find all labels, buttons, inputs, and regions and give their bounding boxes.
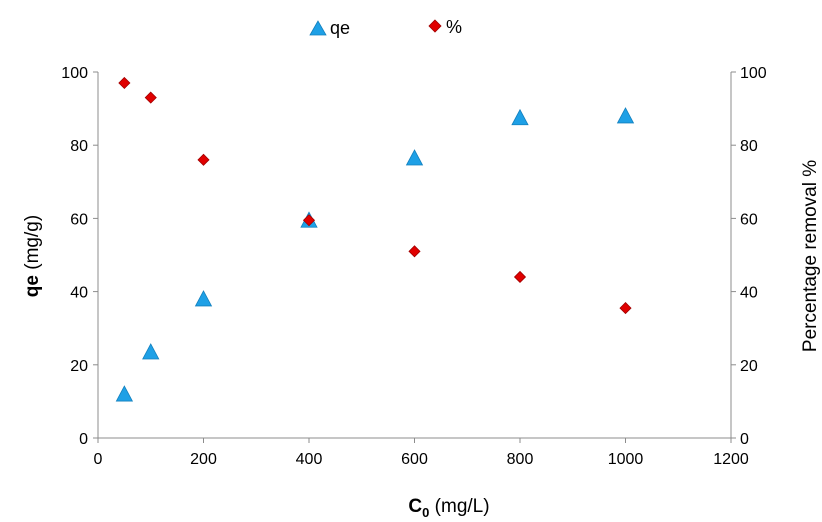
qe-point (405, 149, 424, 166)
legend: qe % (309, 17, 462, 38)
percent-point (619, 302, 632, 315)
series-qe (115, 107, 635, 402)
legend-marker-qe (309, 20, 327, 36)
left-y-axis-title-bold: qe (22, 275, 43, 297)
x-axis-title-units: (mg/L) (429, 496, 489, 517)
percent-point (144, 91, 157, 104)
x-tick-label: 1000 (608, 451, 644, 468)
x-axis-title-subscript: 0 (422, 505, 429, 520)
percent-point (197, 153, 210, 166)
x-tick-label: 600 (401, 451, 428, 468)
left-y-tick-label: 100 (61, 65, 88, 82)
legend-label-qe: qe (330, 18, 350, 38)
left-y-tick-label: 80 (70, 138, 88, 155)
x-tick-label: 800 (507, 451, 534, 468)
qe-point (194, 290, 213, 307)
qe-point (616, 107, 635, 124)
qe-point (511, 108, 529, 126)
legend-item-percent: % (428, 17, 462, 37)
left-y-tick-label: 0 (79, 431, 88, 448)
x-tick-label: 0 (94, 451, 103, 468)
percent-point (408, 245, 421, 258)
percent-point (513, 270, 527, 284)
left-y-axis-title: qe (mg/g) (22, 215, 43, 297)
right-y-axis-title: Percentage removal % (800, 160, 821, 352)
legend-item-qe: qe (309, 18, 350, 38)
x-tick-label: 1200 (713, 451, 749, 468)
right-y-tick-labels: 0 20 40 60 80 100 (740, 65, 767, 448)
x-axis-title-bold: C (408, 496, 422, 517)
series-percent (118, 76, 632, 315)
legend-marker-percent (428, 19, 442, 33)
legend-label-percent: % (446, 17, 462, 37)
percent-point (302, 214, 316, 227)
axes (93, 71, 736, 443)
left-y-tick-label: 20 (70, 358, 88, 375)
right-y-tick-label: 80 (740, 138, 758, 155)
qe-point (142, 343, 160, 360)
left-y-tick-label: 40 (70, 285, 88, 302)
left-y-tick-label: 60 (70, 211, 88, 228)
left-y-axis-title-units: (mg/g) (22, 215, 43, 275)
right-y-tick-label: 100 (740, 65, 767, 82)
qe-point (115, 385, 134, 402)
right-y-tick-label: 40 (740, 285, 758, 302)
right-y-tick-label: 0 (740, 431, 749, 448)
x-axis-title: C0 (mg/L) (408, 496, 489, 520)
left-y-tick-labels: 0 20 40 60 80 100 (61, 65, 88, 448)
percent-point (118, 76, 131, 90)
x-tick-label: 200 (190, 451, 217, 468)
right-y-tick-label: 20 (740, 358, 758, 375)
right-y-tick-label: 60 (740, 211, 758, 228)
x-tick-labels: 0 200 400 600 800 1000 1200 (94, 451, 749, 468)
x-tick-label: 400 (296, 451, 323, 468)
